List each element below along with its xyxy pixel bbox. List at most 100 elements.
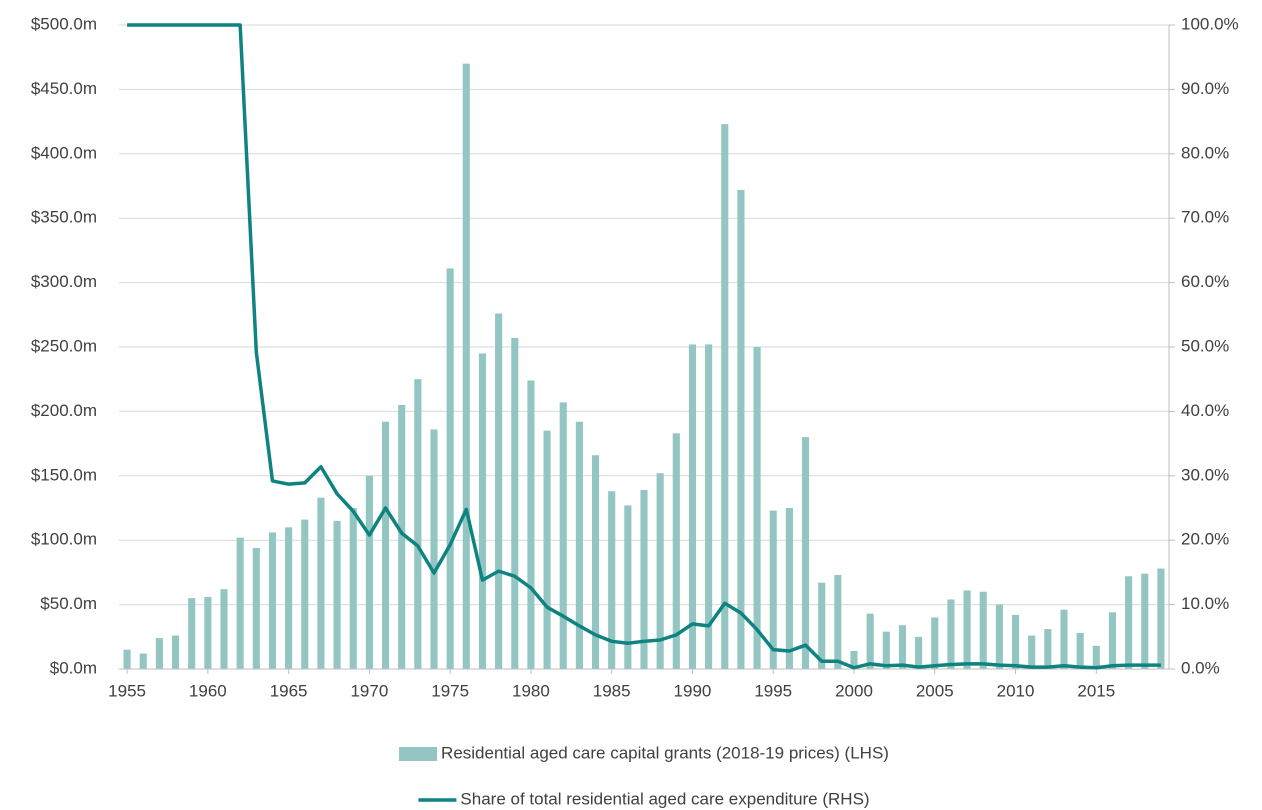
bar [963, 590, 971, 669]
x-tick-label: 1955 [108, 681, 146, 700]
bar [769, 510, 777, 669]
bar [446, 268, 454, 669]
bar [672, 433, 680, 669]
bar [349, 508, 357, 669]
bar [1108, 612, 1117, 669]
bar [430, 429, 438, 669]
x-tick-label: 1995 [754, 681, 792, 700]
bar [414, 379, 422, 669]
y-tick-label: $400.0m [31, 143, 97, 162]
bar [236, 537, 244, 669]
y2-tick-label: 70.0% [1181, 208, 1229, 227]
bar [688, 344, 697, 669]
bar [1076, 632, 1084, 669]
bar [155, 638, 163, 669]
y2-tick-label: 40.0% [1181, 401, 1229, 420]
x-tick-label: 2000 [835, 681, 873, 700]
bar [1125, 576, 1133, 669]
legend-swatch [399, 747, 438, 761]
y2-tick-label: 100.0% [1181, 14, 1239, 33]
y-tick-label: $50.0m [40, 594, 97, 613]
bar [285, 527, 293, 669]
bar [656, 473, 664, 669]
bar [365, 475, 373, 669]
y2-tick-label: 90.0% [1181, 79, 1229, 98]
y-tick-label: $450.0m [31, 79, 97, 98]
bar [171, 635, 180, 669]
x-tick-label: 1965 [270, 681, 308, 700]
bar [478, 353, 487, 669]
bar [1157, 568, 1165, 669]
bar [220, 589, 228, 669]
bar [882, 631, 890, 669]
y-tick-label: $500.0m [31, 14, 97, 33]
bar [721, 124, 729, 669]
y2-tick-label: 0.0% [1181, 658, 1220, 677]
bar [931, 617, 939, 669]
bar [495, 313, 503, 669]
bar [268, 532, 277, 669]
bar [1141, 573, 1149, 669]
y2-tick-label: 20.0% [1181, 530, 1229, 549]
y-tick-label: $350.0m [31, 208, 97, 227]
y-tick-label: $100.0m [31, 530, 97, 549]
bar [301, 519, 309, 669]
y2-tick-label: 60.0% [1181, 272, 1229, 291]
bar [705, 344, 713, 669]
y2-tick-label: 80.0% [1181, 143, 1229, 162]
bar [381, 421, 390, 669]
legend-label: Share of total residential aged care exp… [460, 789, 869, 808]
bar [898, 625, 907, 669]
x-tick-label: 2005 [916, 681, 954, 700]
bar [1092, 645, 1100, 669]
legend-label: Residential aged care capital grants (20… [441, 743, 889, 762]
bar [1044, 629, 1052, 669]
bar [333, 520, 341, 669]
bar [317, 497, 325, 669]
bar [640, 489, 648, 669]
bar [527, 380, 535, 669]
x-tick-label: 1960 [189, 681, 227, 700]
bar [398, 404, 406, 669]
bar [252, 547, 260, 669]
bar [123, 649, 131, 669]
bar [575, 421, 583, 669]
bar [850, 650, 858, 669]
bar [947, 599, 955, 669]
bar [608, 491, 616, 669]
y2-tick-label: 30.0% [1181, 465, 1229, 484]
y2-tick-label: 10.0% [1181, 594, 1229, 613]
bar [559, 402, 567, 669]
y-tick-label: $150.0m [31, 465, 97, 484]
bar [1011, 614, 1020, 669]
y2-tick-label: 50.0% [1181, 336, 1229, 355]
bar [785, 508, 793, 669]
bar [1028, 635, 1036, 669]
bar [1060, 609, 1068, 669]
line [127, 23, 1161, 670]
bar [915, 636, 923, 669]
x-tick-label: 1980 [512, 681, 550, 700]
x-tick-label: 2010 [997, 681, 1035, 700]
x-tick-label: 1985 [593, 681, 631, 700]
bar [204, 596, 212, 669]
bar [834, 574, 842, 669]
bar [462, 63, 470, 669]
bar [866, 613, 874, 669]
y-tick-label: $200.0m [31, 401, 97, 420]
bar [995, 604, 1003, 669]
bar [591, 455, 600, 669]
y-tick-label: $250.0m [31, 336, 97, 355]
bar [801, 437, 810, 669]
bar [543, 430, 551, 669]
bar [188, 598, 196, 669]
bar [624, 505, 632, 669]
y-tick-label: $0.0m [50, 658, 97, 677]
bar [979, 591, 987, 669]
bar [818, 582, 826, 669]
bar [737, 189, 745, 669]
bar [511, 337, 519, 669]
bar [139, 653, 147, 669]
x-tick-label: 2015 [1077, 681, 1115, 700]
